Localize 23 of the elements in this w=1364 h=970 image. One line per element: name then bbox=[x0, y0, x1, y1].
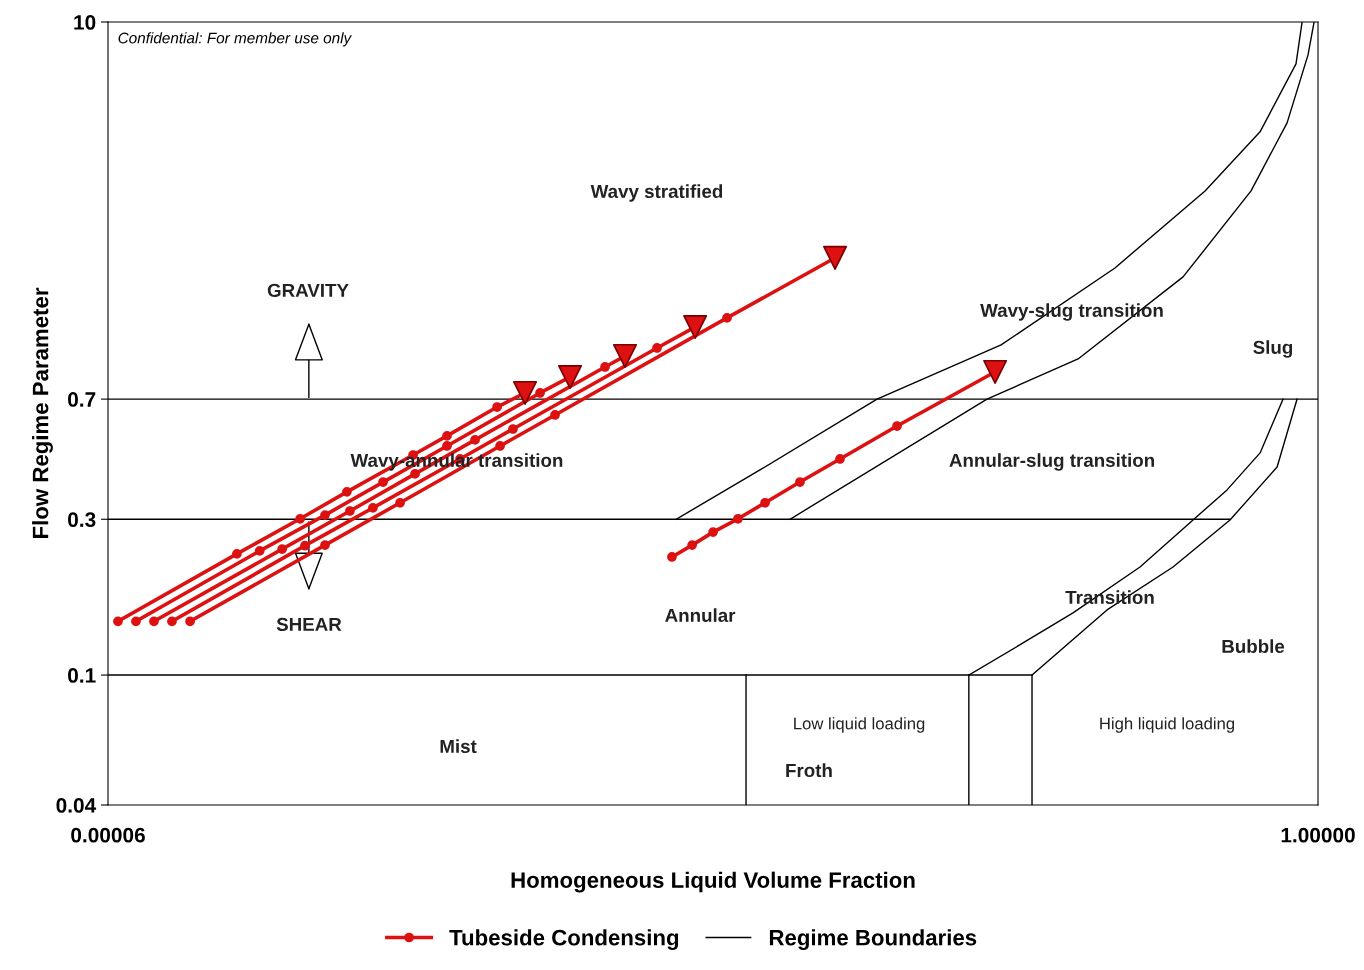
x-tick-label: 1.00000 bbox=[1281, 827, 1355, 843]
y-tick-label: 10 bbox=[74, 15, 96, 30]
annotation: Annular bbox=[665, 608, 736, 623]
annotation: SHEAR bbox=[276, 617, 342, 632]
x-axis-title: Homogeneous Liquid Volume Fraction bbox=[511, 871, 915, 893]
annotation: Annular-slug transition bbox=[949, 453, 1155, 471]
annotation: Low liquid loading bbox=[794, 717, 925, 733]
annotation: Confidential: For member use only bbox=[118, 32, 352, 47]
y-tick-label: 0.1 bbox=[68, 668, 96, 683]
legend-label: Regime Boundaries bbox=[769, 929, 977, 950]
annotation: Wavy stratified bbox=[590, 184, 723, 202]
x-tick-label: 0.00006 bbox=[71, 827, 145, 843]
y-axis-title: Flow Regime Parameter bbox=[32, 287, 53, 538]
annotation: Froth bbox=[786, 763, 832, 778]
annotation: Slug bbox=[1253, 340, 1293, 358]
y-tick-label: 0.3 bbox=[68, 512, 96, 528]
legend-label: Tubeside Condensing bbox=[449, 929, 679, 950]
annotation: GRAVITY bbox=[267, 283, 349, 298]
y-tick-label: 0.7 bbox=[68, 392, 96, 407]
annotation: Bubble bbox=[1222, 639, 1285, 654]
annotation: Mist bbox=[440, 739, 477, 754]
y-tick-label: 0.04 bbox=[56, 798, 97, 813]
annotation: High liquid loading bbox=[1100, 717, 1235, 733]
